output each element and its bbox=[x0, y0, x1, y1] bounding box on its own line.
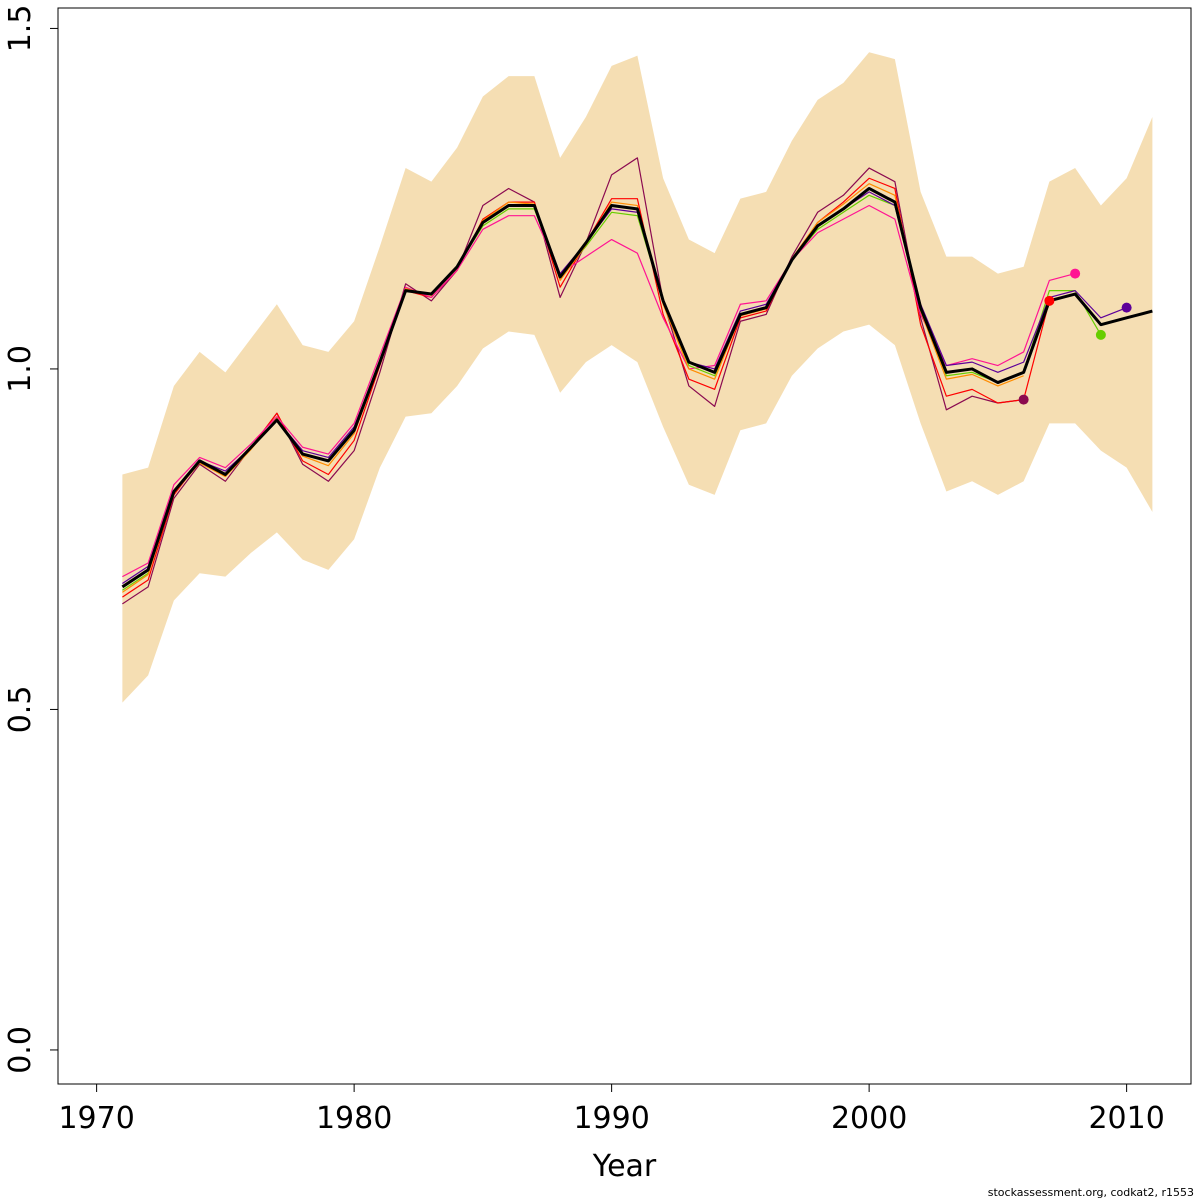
x-axis: 1970 1980 1990 2000 2010 bbox=[58, 1083, 1165, 1136]
y-tick-label: 0.0 bbox=[3, 1026, 38, 1074]
confidence-band bbox=[122, 52, 1153, 703]
series-point-2 bbox=[1044, 295, 1055, 306]
x-axis-title: Year bbox=[592, 1149, 657, 1184]
x-tick-label: 1990 bbox=[573, 1101, 649, 1136]
y-tick-label: 1.5 bbox=[3, 5, 38, 53]
credit-text: stockassessment.org, codkat2, r1553 bbox=[988, 1186, 1194, 1199]
series-point-1 bbox=[1018, 394, 1029, 405]
x-tick-label: 2010 bbox=[1088, 1101, 1164, 1136]
x-tick-label: 1980 bbox=[316, 1101, 392, 1136]
x-tick-label: 2000 bbox=[831, 1101, 907, 1136]
series-point-3 bbox=[1070, 268, 1081, 279]
series-point-5 bbox=[1121, 302, 1132, 313]
x-tick-label: 1970 bbox=[58, 1101, 134, 1136]
series-line-main bbox=[121, 186, 1153, 589]
y-tick-label: 0.5 bbox=[3, 686, 38, 734]
y-tick-label: 1.0 bbox=[3, 345, 38, 393]
series-point-4 bbox=[1095, 329, 1106, 340]
plot-area bbox=[121, 52, 1153, 703]
y-axis: 0.0 0.5 1.0 1.5 bbox=[3, 5, 59, 1074]
series-line-3 bbox=[122, 204, 1076, 578]
